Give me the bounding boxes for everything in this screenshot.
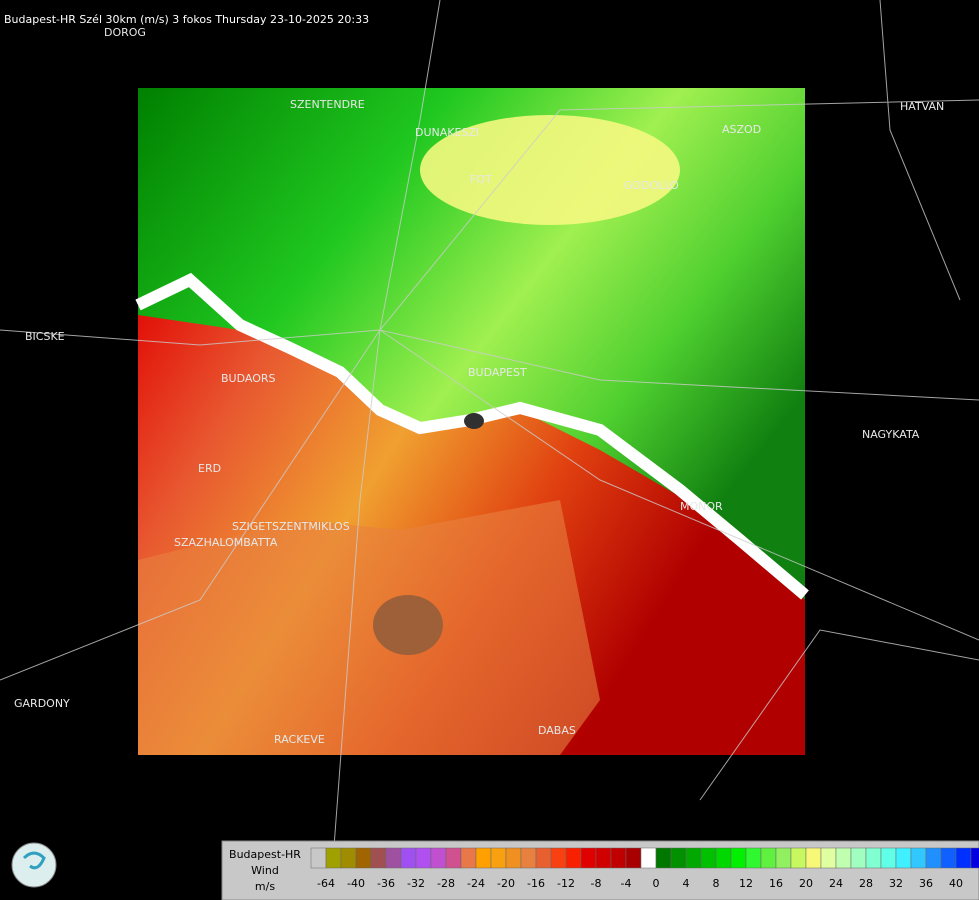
color-swatch xyxy=(505,847,522,869)
color-swatch xyxy=(445,847,462,869)
legend-tick-label: 20 xyxy=(799,877,813,890)
color-swatch xyxy=(865,847,882,869)
color-swatch xyxy=(430,847,447,869)
legend-name: Budapest-HR xyxy=(229,848,301,861)
color-swatch xyxy=(385,847,402,869)
place-label: ERD xyxy=(198,462,221,475)
color-swatch xyxy=(715,847,732,869)
title: Budapest-HR Szél 30km (m/s) 3 fokos Thur… xyxy=(4,13,369,26)
color-swatch xyxy=(310,847,327,869)
legend: Budapest-HR Wind m/s -64 -40 -36 -32 -28 -24-… xyxy=(221,840,979,900)
place-label: SZIGETSZENTMIKLOS xyxy=(232,520,350,533)
legend-tick-label: 0 xyxy=(653,877,660,890)
color-swatch xyxy=(580,847,597,869)
wind-field xyxy=(135,88,809,755)
place-label: GARDONY xyxy=(14,697,70,710)
legend-tick-label: -40 xyxy=(347,877,365,890)
color-swatch xyxy=(700,847,717,869)
legend-tick-label: 28 xyxy=(859,877,873,890)
place-label: GODOLLO xyxy=(624,179,679,192)
color-swatch xyxy=(910,847,927,869)
legend-tick-label: -20 xyxy=(497,877,515,890)
color-swatch xyxy=(685,847,702,869)
color-swatch xyxy=(730,847,747,869)
legend-tick-label: 12 xyxy=(739,877,753,890)
legend-tick-label: -8 xyxy=(591,877,602,890)
color-swatch xyxy=(595,847,612,869)
legend-tick-label: -36 xyxy=(377,877,395,890)
legend-tick-label: 4 xyxy=(683,877,690,890)
legend-tick-label: -64 xyxy=(317,877,335,890)
legend-variable: Wind xyxy=(251,864,279,877)
color-swatch xyxy=(490,847,507,869)
place-label: DOROG xyxy=(104,26,146,39)
place-label: MONOR xyxy=(680,500,723,513)
color-swatch xyxy=(340,847,357,869)
color-swatch xyxy=(955,847,972,869)
color-swatch xyxy=(565,847,582,869)
logo-mark xyxy=(22,851,46,870)
color-swatch xyxy=(805,847,822,869)
place-label: HATVAN xyxy=(900,100,944,113)
color-swatch xyxy=(925,847,942,869)
color-swatch xyxy=(475,847,492,869)
place-label: SZAZHALOMBATTA xyxy=(174,536,278,549)
color-swatch xyxy=(610,847,627,869)
place-label: NAGYKATA xyxy=(862,428,920,441)
color-swatch xyxy=(370,847,387,869)
color-swatch xyxy=(535,847,552,869)
color-swatch xyxy=(550,847,567,869)
color-swatch xyxy=(880,847,897,869)
color-swatch xyxy=(415,847,432,869)
legend-tick-label: 16 xyxy=(769,877,783,890)
place-label: FOT xyxy=(470,173,492,186)
color-swatch xyxy=(895,847,912,869)
legend-tick-label: 32 xyxy=(889,877,903,890)
legend-tick-label: 24 xyxy=(829,877,843,890)
legend-tick-label: 40 xyxy=(949,877,963,890)
color-swatch xyxy=(760,847,777,869)
color-swatch xyxy=(655,847,672,869)
place-label: DABAS xyxy=(538,724,576,737)
place-label: BUDAORS xyxy=(221,372,276,385)
color-swatch xyxy=(745,847,762,869)
place-label: BUDAPEST xyxy=(468,366,527,379)
color-swatch xyxy=(640,847,657,869)
legend-tick-label: -4 xyxy=(621,877,632,890)
color-swatch xyxy=(460,847,477,869)
color-swatch xyxy=(775,847,792,869)
legend-unit: m/s xyxy=(255,880,275,893)
legend-tick-label: 36 xyxy=(919,877,933,890)
place-label: BICSKE xyxy=(25,330,65,343)
legend-tick-label: -24 xyxy=(467,877,485,890)
color-swatch xyxy=(790,847,807,869)
color-swatch xyxy=(670,847,687,869)
legend-tick-label: -32 xyxy=(407,877,425,890)
legend-tick-label: 8 xyxy=(713,877,720,890)
place-label: DUNAKESZI xyxy=(415,126,479,139)
color-swatch xyxy=(400,847,417,869)
logo xyxy=(11,842,57,888)
color-swatch xyxy=(970,847,979,869)
color-swatch xyxy=(940,847,957,869)
color-swatch xyxy=(835,847,852,869)
color-swatch xyxy=(820,847,837,869)
place-label: SZENTENDRE xyxy=(290,98,365,111)
legend-tick-label: -12 xyxy=(557,877,575,890)
legend-tick-label: -16 xyxy=(527,877,545,890)
color-swatch xyxy=(355,847,372,869)
color-swatch xyxy=(625,847,642,869)
place-label: RACKEVE xyxy=(274,733,325,746)
place-label: ASZOD xyxy=(722,123,761,136)
color-swatch xyxy=(325,847,342,869)
color-swatch xyxy=(520,847,537,869)
color-swatch xyxy=(850,847,867,869)
legend-tick-label: -28 xyxy=(437,877,455,890)
